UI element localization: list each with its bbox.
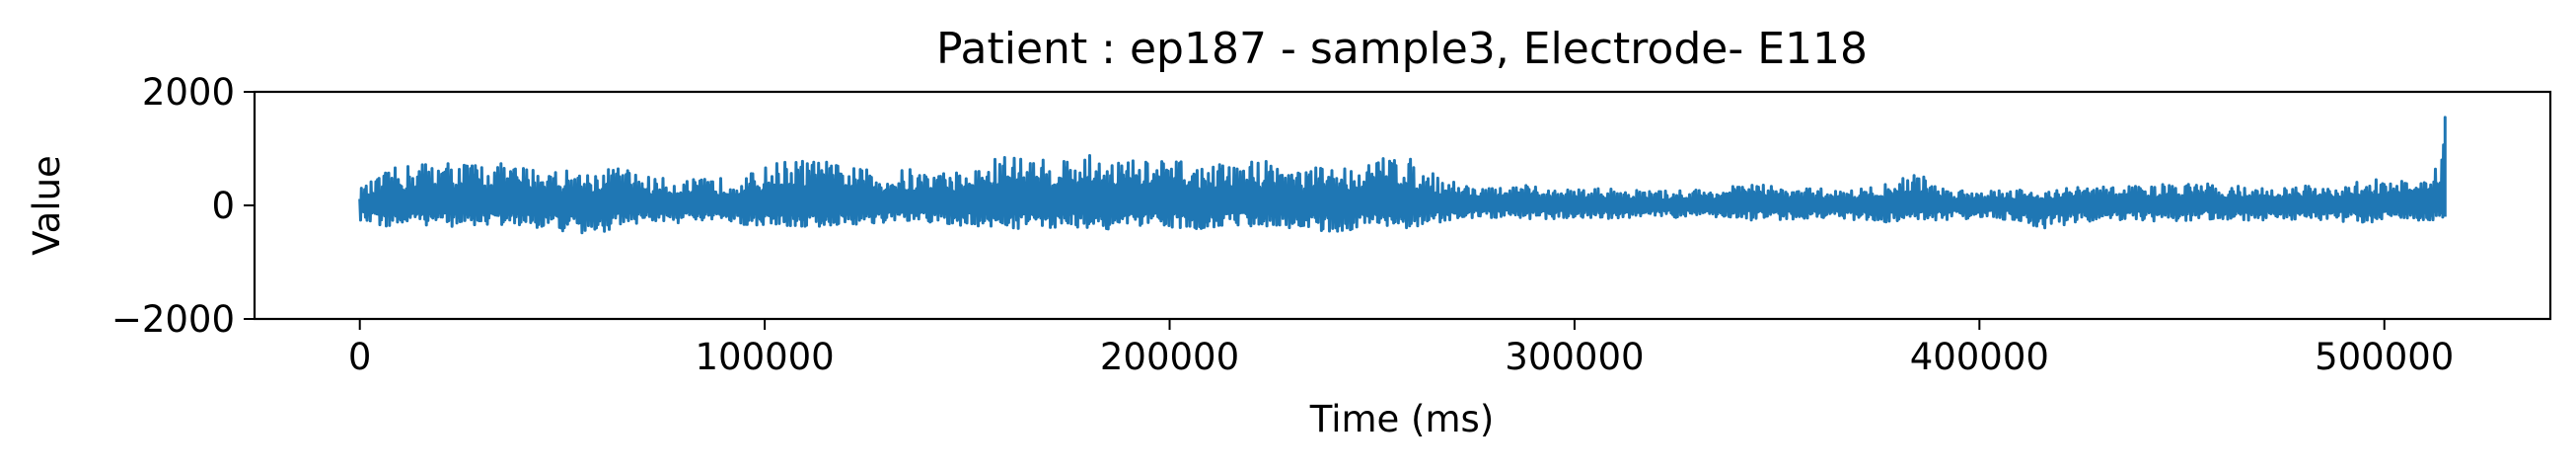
x-tick-label: 400000 <box>1910 336 2049 378</box>
y-tick-label: 2000 <box>142 71 235 114</box>
x-tick-label: 300000 <box>1505 336 1644 378</box>
y-tick-label: −2000 <box>111 298 235 341</box>
x-tick-label: 0 <box>348 336 372 378</box>
x-tick-label: 100000 <box>695 336 834 378</box>
y-tick-label: 0 <box>211 185 235 227</box>
signal-line <box>358 116 2447 235</box>
y-axis-label: Value <box>26 155 68 256</box>
chart-title: Patient : ep187 - sample3, Electrode- E1… <box>936 24 1868 74</box>
x-tick-label: 500000 <box>2315 336 2454 378</box>
x-tick-label: 200000 <box>1100 336 1239 378</box>
x-axis-label: Time (ms) <box>1309 398 1495 440</box>
axis-ticks: 0 100000 200000 300000 400000 500000 2000 0 −200… <box>111 71 2455 378</box>
plot-area <box>358 116 2447 235</box>
